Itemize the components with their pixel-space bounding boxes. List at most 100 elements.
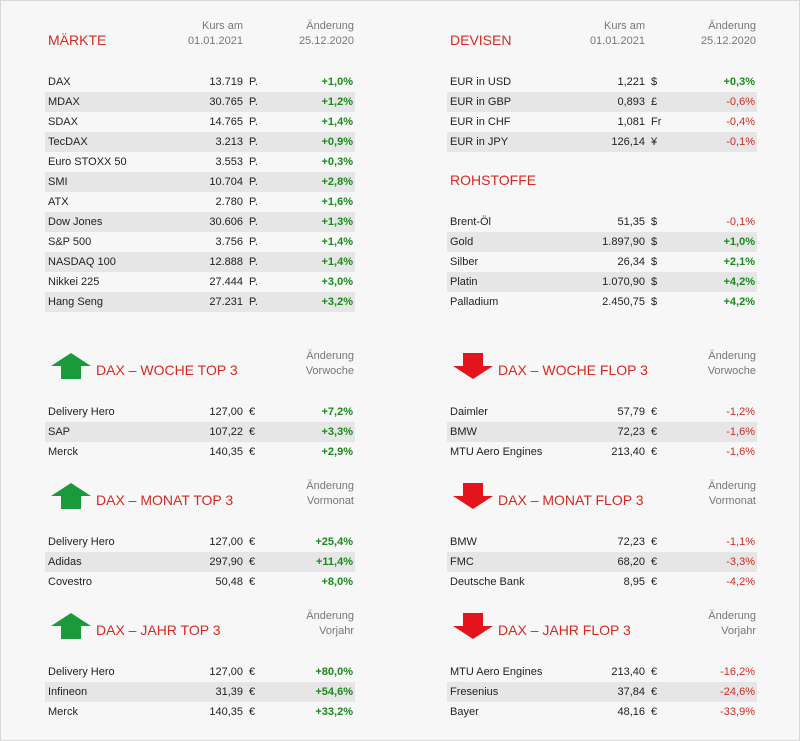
table-row: FMC 68,20 € -3,3% — [447, 552, 757, 572]
column-header-aenderung: Änderung Vormonat — [708, 480, 756, 507]
row-value: 1.070,90 — [602, 276, 645, 288]
row-name: Fresenius — [450, 686, 499, 698]
row-change: +1,6% — [321, 196, 354, 208]
table-row: Brent-Öl 51,35 $ -0,1% — [447, 212, 757, 232]
row-unit: P. — [249, 136, 258, 148]
table-row: Delivery Hero 127,00 € +7,2% — [45, 402, 355, 422]
row-unit: P. — [249, 156, 258, 168]
row-value: 50,48 — [215, 576, 243, 588]
row-unit: € — [249, 576, 256, 588]
row-change: +1,3% — [321, 216, 354, 228]
row-unit: € — [249, 426, 256, 438]
row-name: Hang Seng — [48, 296, 104, 308]
table-row: Delivery Hero 127,00 € +25,4% — [45, 532, 355, 552]
row-unit: P. — [249, 296, 258, 308]
row-name: Silber — [450, 256, 479, 268]
row-unit: P. — [249, 276, 258, 288]
section-rohstoffe: ROHSTOFFE Brent-Öl 51,35 $ -0,1% Gold 1.897,9… — [447, 159, 757, 308]
table-row: Covestro 50,48 € +8,0% — [45, 572, 355, 592]
row-name: Palladium — [450, 296, 499, 308]
row-unit: $ — [651, 216, 658, 228]
section-monat-top: DAX – MONAT TOP 3 Änderung Vormonat Deli… — [45, 479, 355, 588]
section-woche-flop: DAX – WOCHE FLOP 3 Änderung Vorwoche Dai… — [447, 349, 757, 458]
row-change: +1,4% — [321, 116, 354, 128]
row-unit: £ — [651, 96, 658, 108]
row-change: +8,0% — [321, 576, 354, 588]
row-value: 30.765 — [209, 96, 243, 108]
section-header: DAX – MONAT FLOP 3 Änderung Vormonat — [447, 479, 757, 519]
row-unit: $ — [651, 276, 658, 288]
row-unit: € — [651, 446, 658, 458]
row-name: Delivery Hero — [48, 536, 115, 548]
row-name: SMI — [48, 176, 68, 188]
row-name: Euro STOXX 50 — [48, 156, 127, 168]
row-value: 8,95 — [623, 576, 645, 588]
row-name: BMW — [450, 536, 477, 548]
row-change: +2,8% — [321, 176, 354, 188]
row-unit: Fr — [651, 116, 662, 128]
row-unit: € — [651, 666, 658, 678]
row-change: -3,3% — [726, 556, 755, 568]
row-unit: € — [651, 426, 658, 438]
column-header-aenderung: Änderung Vorwoche — [305, 350, 354, 377]
row-change: -1,6% — [726, 426, 755, 438]
row-value: 26,34 — [617, 256, 645, 268]
row-change: -33,9% — [720, 706, 755, 718]
row-value: 3.553 — [215, 156, 243, 168]
row-value: 57,79 — [617, 406, 645, 418]
row-value: 72,23 — [617, 536, 645, 548]
table-row: SAP 107,22 € +3,3% — [45, 422, 355, 442]
row-name: Covestro — [48, 576, 93, 588]
column-header-aenderung: Änderung Vorjahr — [306, 610, 354, 637]
table-row: MTU Aero Engines 213,40 € -1,6% — [447, 442, 757, 462]
row-name: BMW — [450, 426, 477, 438]
row-name: ATX — [48, 196, 69, 208]
table-row: BMW 72,23 € -1,6% — [447, 422, 757, 442]
row-value: 127,00 — [209, 406, 243, 418]
row-name: FMC — [450, 556, 474, 568]
row-change: -0,1% — [726, 216, 755, 228]
row-change: -16,2% — [720, 666, 755, 678]
table-rows: Delivery Hero 127,00 € +80,0% Infineon 31,39 €… — [45, 662, 355, 722]
row-change: +3,3% — [321, 426, 354, 438]
row-change: +1,0% — [723, 236, 756, 248]
row-change: +25,4% — [315, 536, 353, 548]
section-header: DAX – WOCHE FLOP 3 Änderung Vorwoche — [447, 349, 757, 389]
row-value: 2.780 — [215, 196, 243, 208]
table-rows: DAX 13.719 P. +1,0% MDAX 30.765 P. +1,2% SDAX 14.… — [45, 72, 355, 312]
row-name: Delivery Hero — [48, 406, 115, 418]
arrow-down-icon — [453, 353, 493, 379]
row-unit: € — [249, 446, 256, 458]
table-row: NASDAQ 100 12.888 P. +1,4% — [45, 252, 355, 272]
section-title: MÄRKTE — [48, 32, 107, 48]
row-name: SDAX — [48, 116, 78, 128]
section-woche-top: DAX – WOCHE TOP 3 Änderung Vorwoche Deli… — [45, 349, 355, 458]
row-value: 1.897,90 — [602, 236, 645, 248]
table-rows: Delivery Hero 127,00 € +25,4% Adidas 297,90 € +… — [45, 532, 355, 592]
row-change: +1,2% — [321, 96, 354, 108]
row-unit: € — [651, 406, 658, 418]
row-name: EUR in JPY — [450, 136, 509, 148]
table-row: Adidas 297,90 € +11,4% — [45, 552, 355, 572]
row-name: EUR in USD — [450, 76, 512, 88]
row-change: +33,2% — [315, 706, 353, 718]
row-name: Dow Jones — [48, 216, 103, 228]
row-name: Brent-Öl — [450, 216, 491, 228]
table-row: EUR in JPY 126,14 ¥ -0,1% — [447, 132, 757, 152]
row-change: +0,3% — [321, 156, 354, 168]
section-title: DAX – MONAT TOP 3 — [96, 492, 234, 508]
table-row: DAX 13.719 P. +1,0% — [45, 72, 355, 92]
row-change: -4,2% — [726, 576, 755, 588]
section-header: DAX – MONAT TOP 3 Änderung Vormonat — [45, 479, 355, 519]
arrow-up-icon — [51, 353, 91, 379]
table-row: Hang Seng 27.231 P. +3,2% — [45, 292, 355, 312]
row-name: Deutsche Bank — [450, 576, 525, 588]
row-value: 140,35 — [209, 446, 243, 458]
arrow-down-icon — [453, 483, 493, 509]
row-value: 107,22 — [209, 426, 243, 438]
row-name: Bayer — [450, 706, 479, 718]
row-change: -0,1% — [726, 136, 755, 148]
table-row: Euro STOXX 50 3.553 P. +0,3% — [45, 152, 355, 172]
row-name: MDAX — [48, 96, 80, 108]
row-name: S&P 500 — [48, 236, 92, 248]
